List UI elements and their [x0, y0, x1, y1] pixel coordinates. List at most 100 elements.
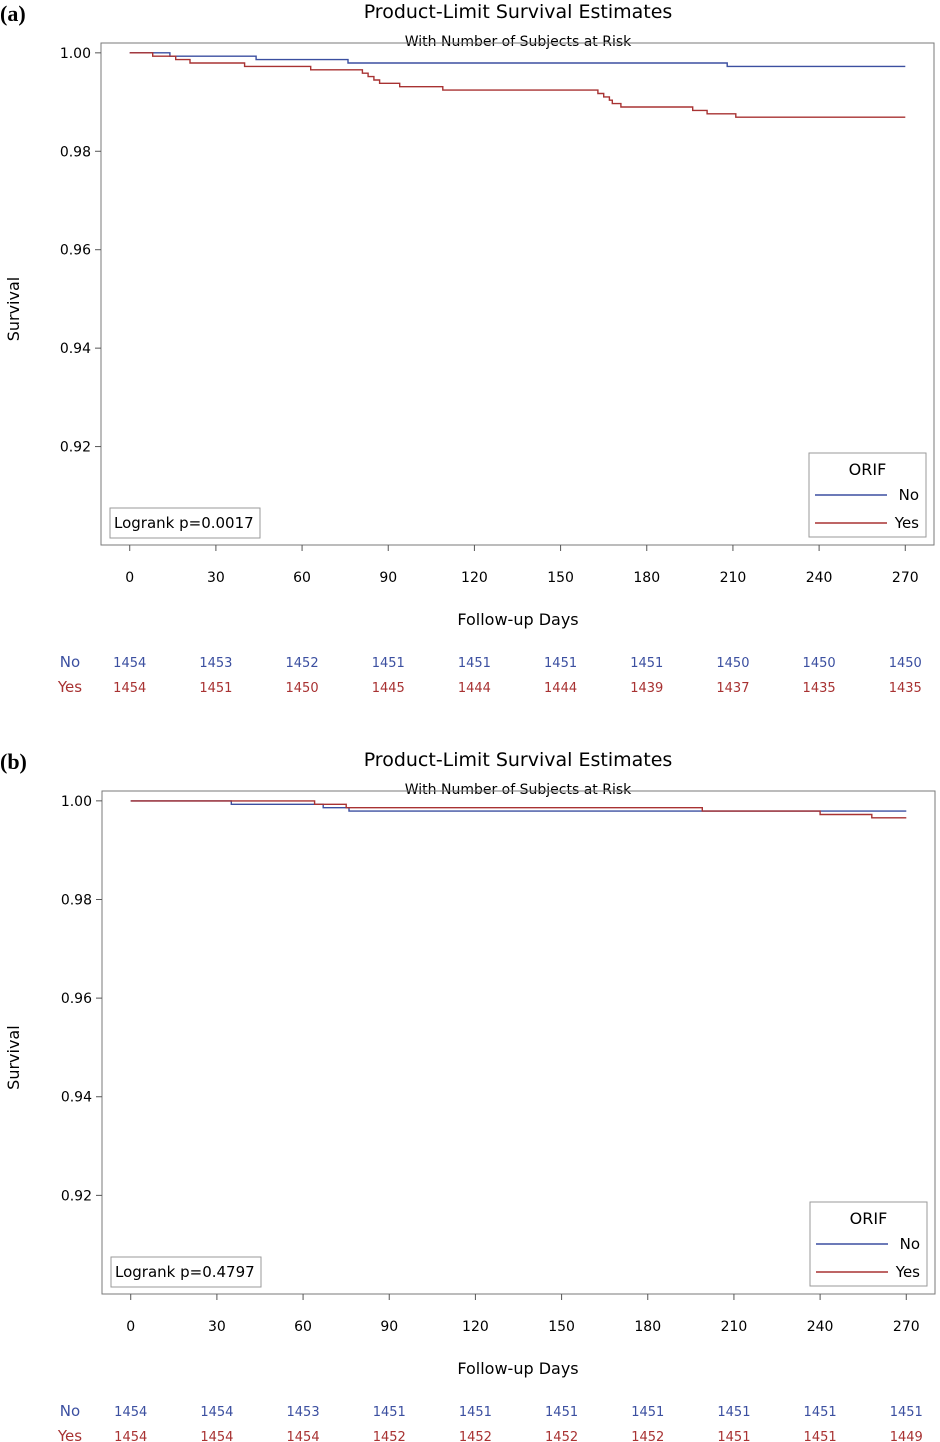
- x-tick-label: 240: [806, 570, 833, 586]
- x-tick-label: 90: [380, 1319, 398, 1335]
- at-risk-value: 1454: [113, 656, 146, 671]
- at-risk-value: 1451: [373, 1405, 406, 1420]
- legend-entry-no: No: [899, 486, 919, 504]
- at-risk-value: 1451: [717, 1430, 750, 1442]
- at-risk-label-yes: Yes: [57, 1427, 82, 1442]
- x-tick-label: 60: [294, 1319, 312, 1335]
- logrank-annotation: Logrank p=0.4797: [115, 1263, 255, 1281]
- x-tick-label: 180: [633, 570, 660, 586]
- chart-subtitle: With Number of Subjects at Risk: [405, 782, 632, 798]
- x-tick-label: 0: [126, 1319, 135, 1335]
- x-tick-label: 90: [379, 570, 397, 586]
- x-tick-label: 30: [208, 1319, 226, 1335]
- series-line-yes: [129, 52, 906, 118]
- plot-frame: [101, 790, 936, 1295]
- logrank-annotation: Logrank p=0.0017: [114, 514, 254, 532]
- y-tick-label: 1.00: [60, 46, 91, 62]
- legend-entry-yes: Yes: [895, 1263, 920, 1281]
- at-risk-value: 1452: [631, 1430, 664, 1442]
- y-tick-label: 0.96: [61, 991, 92, 1007]
- at-risk-value: 1453: [199, 656, 232, 671]
- x-tick-label: 30: [207, 570, 225, 586]
- series-line-no: [129, 52, 906, 68]
- at-risk-value: 1454: [200, 1430, 233, 1442]
- x-tick-label: 120: [461, 570, 488, 586]
- chart-title: Product-Limit Survival Estimates: [364, 749, 673, 771]
- at-risk-value: 1452: [545, 1430, 578, 1442]
- at-risk-value: 1451: [458, 656, 491, 671]
- at-risk-value: 1451: [459, 1405, 492, 1420]
- y-tick-label: 0.98: [60, 144, 91, 160]
- at-risk-value: 1452: [373, 1430, 406, 1442]
- x-tick-label: 150: [548, 1319, 575, 1335]
- at-risk-value: 1451: [631, 1405, 664, 1420]
- at-risk-label-no: No: [60, 1402, 80, 1420]
- panel-a: (a) Product-Limit Survival Estimates With …: [0, 1, 935, 696]
- at-risk-value: 1452: [459, 1430, 492, 1442]
- at-risk-value: 1439: [630, 681, 663, 696]
- at-risk-value: 1451: [890, 1405, 923, 1420]
- y-tick-label: 0.94: [60, 341, 91, 357]
- x-tick-label: 180: [634, 1319, 661, 1335]
- y-tick-label: 0.98: [61, 892, 92, 908]
- logrank-box: [109, 507, 261, 539]
- at-risk-value: 1450: [286, 681, 319, 696]
- x-tick-label: 240: [807, 1319, 834, 1335]
- x-tick-label: 150: [547, 570, 574, 586]
- at-risk-value: 1451: [199, 681, 232, 696]
- y-tick-label: 0.92: [61, 1188, 92, 1204]
- y-tick-label: 0.94: [61, 1090, 92, 1106]
- plot-frame: [100, 42, 935, 546]
- at-risk-value: 1454: [114, 1405, 147, 1420]
- x-tick-label: 60: [293, 570, 311, 586]
- at-risk-value: 1450: [889, 656, 922, 671]
- logrank-box: [110, 1256, 262, 1288]
- panel-b: (b) Product-Limit Survival Estimates With …: [0, 749, 936, 1442]
- x-axis-label: Follow-up Days: [457, 1359, 578, 1378]
- chart-subtitle: With Number of Subjects at Risk: [405, 34, 632, 50]
- at-risk-label-yes: Yes: [57, 678, 82, 696]
- at-risk-value: 1435: [803, 681, 836, 696]
- at-risk-value: 1435: [889, 681, 922, 696]
- legend-entry-yes: Yes: [894, 514, 919, 532]
- y-tick-label: 1.00: [61, 794, 92, 810]
- series-line-yes: [130, 800, 907, 819]
- at-risk-value: 1449: [890, 1430, 923, 1442]
- at-risk-value: 1445: [372, 681, 405, 696]
- at-risk-value: 1454: [113, 681, 146, 696]
- at-risk-value: 1444: [458, 681, 491, 696]
- x-tick-label: 210: [720, 570, 747, 586]
- at-risk-label-no: No: [60, 653, 80, 671]
- y-axis-label: Survival: [4, 277, 23, 342]
- series-line-no: [130, 800, 907, 812]
- at-risk-value: 1454: [287, 1430, 320, 1442]
- at-risk-value: 1453: [287, 1405, 320, 1420]
- at-risk-value: 1451: [544, 656, 577, 671]
- at-risk-value: 1454: [114, 1430, 147, 1442]
- at-risk-value: 1450: [803, 656, 836, 671]
- x-tick-label: 270: [893, 1319, 920, 1335]
- legend-title: ORIF: [849, 460, 887, 479]
- panel-label: (a): [0, 1, 26, 26]
- at-risk-value: 1452: [286, 656, 319, 671]
- at-risk-value: 1437: [716, 681, 749, 696]
- x-tick-label: 270: [892, 570, 919, 586]
- x-tick-label: 120: [462, 1319, 489, 1335]
- at-risk-value: 1451: [804, 1430, 837, 1442]
- legend-title: ORIF: [850, 1209, 888, 1228]
- chart-title: Product-Limit Survival Estimates: [364, 1, 673, 23]
- x-tick-label: 0: [125, 570, 134, 586]
- y-axis-label: Survival: [4, 1025, 23, 1090]
- at-risk-value: 1451: [630, 656, 663, 671]
- at-risk-value: 1454: [200, 1405, 233, 1420]
- x-axis-label: Follow-up Days: [457, 610, 578, 629]
- y-tick-label: 0.96: [60, 243, 91, 259]
- panel-label: (b): [0, 749, 27, 774]
- x-tick-label: 210: [721, 1319, 748, 1335]
- at-risk-value: 1451: [804, 1405, 837, 1420]
- at-risk-value: 1444: [544, 681, 577, 696]
- at-risk-value: 1451: [372, 656, 405, 671]
- y-tick-label: 0.92: [60, 440, 91, 456]
- at-risk-value: 1450: [716, 656, 749, 671]
